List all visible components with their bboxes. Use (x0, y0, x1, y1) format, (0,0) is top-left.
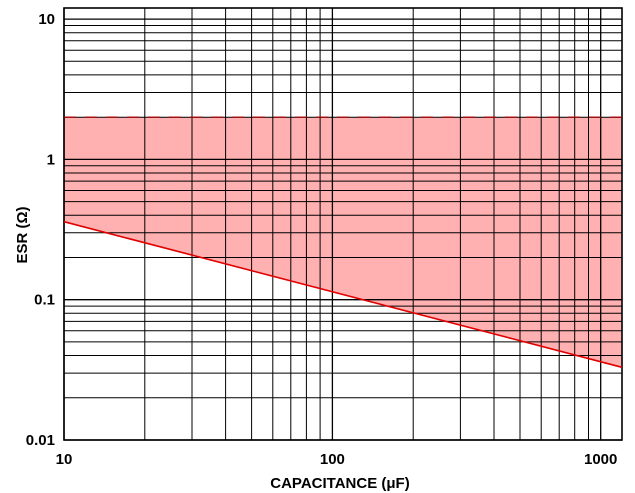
plot-frame (63, 7, 623, 441)
stable-region-fill (64, 117, 622, 368)
lower-boundary-line (63, 220, 623, 369)
y-axis-title: ESR (Ω) (14, 206, 31, 263)
tick-label-layer: 10 100 1000 0.01 0.1 1 10 (26, 11, 618, 468)
y-tick-label: 0.1 (34, 292, 55, 309)
y-tick-label: 10 (38, 11, 55, 28)
y-tick-label: 0.01 (26, 432, 55, 449)
grid-layer (63, 7, 623, 441)
stable-region-layer (64, 117, 622, 368)
x-axis-title: CAPACITANCE (μF) (270, 475, 409, 492)
x-tick-label: 10 (56, 451, 73, 468)
y-tick-label: 1 (47, 151, 55, 168)
x-tick-label: 100 (320, 451, 345, 468)
boundary-layer (63, 116, 623, 369)
x-tick-label: 1000 (584, 451, 617, 468)
